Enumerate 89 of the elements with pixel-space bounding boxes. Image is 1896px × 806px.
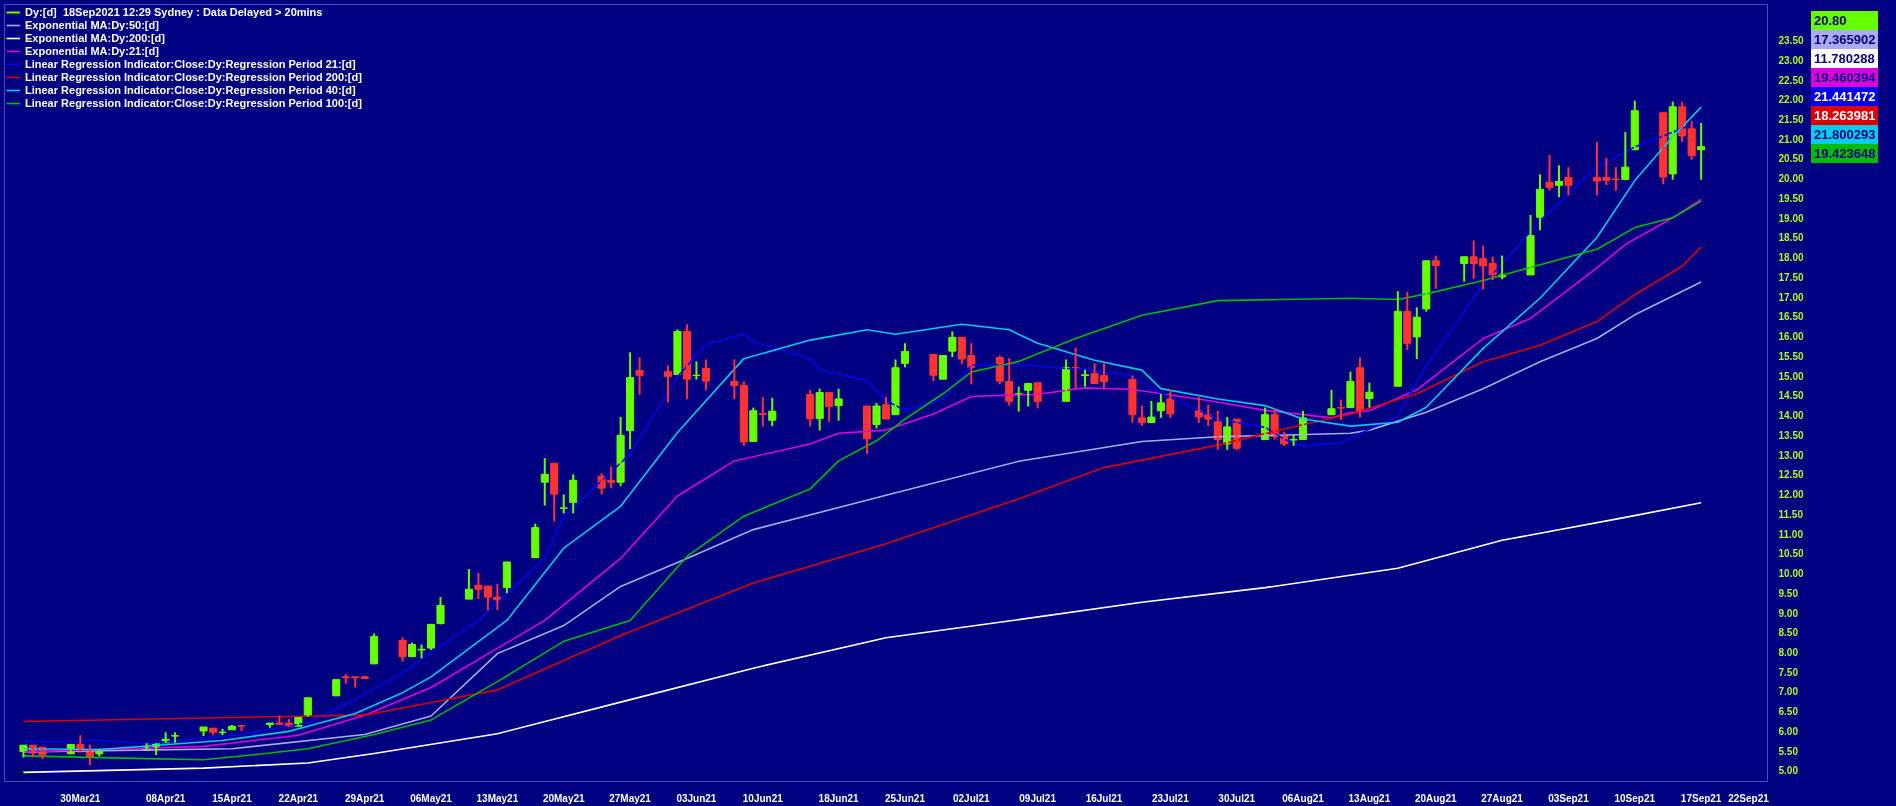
x-tick-label: 08Apr21: [145, 792, 186, 804]
y-tick-label: 11.50: [1778, 508, 1804, 520]
text: 20.80: [1811, 11, 1879, 30]
candlestick: [1147, 399, 1156, 424]
x-tick-label: 30Mar21: [60, 792, 101, 804]
y-tick-label: 9.00: [1778, 607, 1799, 619]
y-tick-label: 20.00: [1778, 173, 1804, 185]
y-tick-label: 21.00: [1778, 133, 1804, 145]
y-tick-label: 5.00: [1778, 765, 1799, 777]
candlestick: [237, 724, 246, 732]
y-tick-label: 20.50: [1778, 153, 1804, 165]
text: 19.423648: [1811, 144, 1879, 163]
legend-label: Exponential MA:Dy:50:[d]: [25, 19, 159, 31]
x-tick-label: 03Jun21: [676, 792, 717, 804]
y-tick-label: 16.00: [1778, 331, 1804, 343]
y-tick-label: 7.00: [1778, 686, 1799, 698]
x-tick-label: 30Jul21: [1218, 792, 1256, 804]
legend-label: Linear Regression Indicator:Close:Dy:Regression Period 40:[d]: [25, 84, 356, 96]
text: 21.441472: [1811, 87, 1879, 106]
y-tick-label: 8.50: [1778, 627, 1799, 639]
candlestick: [265, 722, 274, 729]
legend-label: Exponential MA:Dy:21:[d]: [25, 45, 159, 57]
legend-label: Linear Regression Indicator:Close:Dy:Regression Period 200:[d]: [25, 71, 362, 83]
x-tick-label: 13May21: [476, 792, 519, 804]
y-tick-label: 19.50: [1778, 192, 1804, 204]
text: 19.460394: [1811, 68, 1879, 87]
x-tick-label: 06Aug21: [1282, 792, 1325, 804]
legend-label: Linear Regression Indicator:Close:Dy:Regression Period 21:[d]: [25, 58, 356, 70]
x-tick-label: 22Sep21: [1728, 792, 1770, 804]
y-tick-label: 23.50: [1778, 35, 1804, 47]
y-tick-label: 18.00: [1778, 252, 1804, 264]
y-tick-label: 11.00: [1778, 528, 1804, 540]
x-tick-label: 27Aug21: [1481, 792, 1524, 804]
x-tick-label: 15Apr21: [212, 792, 253, 804]
x-tick-label: 17Sep21: [1680, 792, 1722, 804]
text: 18.263981: [1811, 106, 1879, 125]
y-tick-label: 6.50: [1778, 706, 1799, 718]
text: 21.800293: [1811, 125, 1879, 144]
y-tick-label: 15.50: [1778, 350, 1804, 362]
x-tick-label: 27May21: [609, 792, 652, 804]
x-tick-label: 20Aug21: [1414, 792, 1458, 804]
x-tick-label: 10Jun21: [742, 792, 784, 804]
legend-label: Exponential MA:Dy:200:[d]: [25, 32, 165, 44]
y-tick-label: 17.00: [1778, 291, 1804, 303]
x-tick-label: 22Apr21: [278, 792, 319, 804]
y-tick-label: 7.50: [1778, 666, 1799, 678]
y-tick-label: 19.00: [1778, 212, 1804, 224]
y-tick-label: 5.50: [1778, 745, 1799, 757]
x-tick-label: 06May21: [410, 792, 453, 804]
y-tick-label: 12.00: [1778, 489, 1804, 501]
candlestick: [171, 731, 180, 744]
x-tick-label: 03Sep21: [1548, 792, 1590, 804]
x-tick-label: 02Jul21: [952, 792, 991, 804]
y-tick-label: 18.50: [1778, 232, 1804, 244]
y-tick-label: 23.00: [1778, 54, 1804, 66]
x-tick-label: 13Aug21: [1348, 792, 1391, 804]
y-tick-label: 9.50: [1778, 587, 1799, 599]
legend-label: Linear Regression Indicator:Close:Dy:Regression Period 100:[d]: [25, 97, 362, 109]
x-tick-label: 18Jun21: [818, 792, 860, 804]
candlestick: [218, 727, 227, 736]
y-tick-label: 22.50: [1778, 74, 1804, 86]
x-tick-label: 29Apr21: [344, 792, 385, 804]
y-tick-label: 13.00: [1778, 449, 1804, 461]
y-tick-label: 15.00: [1778, 370, 1804, 382]
candlestick: [559, 493, 568, 515]
y-tick-label: 13.50: [1778, 429, 1804, 441]
y-tick-label: 16.50: [1778, 311, 1804, 323]
x-tick-label: 09Jul21: [1019, 792, 1057, 804]
text: 17.365902: [1811, 30, 1879, 49]
y-tick-label: 21.50: [1778, 114, 1804, 125]
y-tick-label: 14.00: [1778, 410, 1804, 422]
y-tick-label: 10.00: [1778, 568, 1804, 580]
text: 11.780288: [1811, 49, 1879, 68]
candlestick: [199, 726, 208, 738]
y-tick-label: 12.50: [1778, 469, 1804, 481]
y-tick-label: 17.50: [1778, 271, 1804, 283]
chart-title: Dy:[d] 18Sep2021 12:29 Sydney : Data Delayed > 20mins: [25, 6, 323, 18]
y-tick-label: 6.00: [1778, 725, 1799, 737]
candlestick: [1336, 398, 1346, 421]
y-tick-label: 14.50: [1778, 390, 1804, 402]
x-tick-label: 23Jul21: [1152, 792, 1190, 804]
x-tick-label: 25Jun21: [884, 792, 926, 804]
x-tick-label: 10Sep21: [1614, 792, 1656, 804]
x-tick-label: 20May21: [542, 792, 586, 804]
y-tick-label: 10.50: [1778, 548, 1804, 560]
x-tick-label: 16Jul21: [1085, 792, 1123, 804]
y-tick-label: 22.00: [1778, 94, 1804, 106]
y-tick-label: 8.00: [1778, 647, 1799, 658]
line-series: [22, 501, 1702, 774]
